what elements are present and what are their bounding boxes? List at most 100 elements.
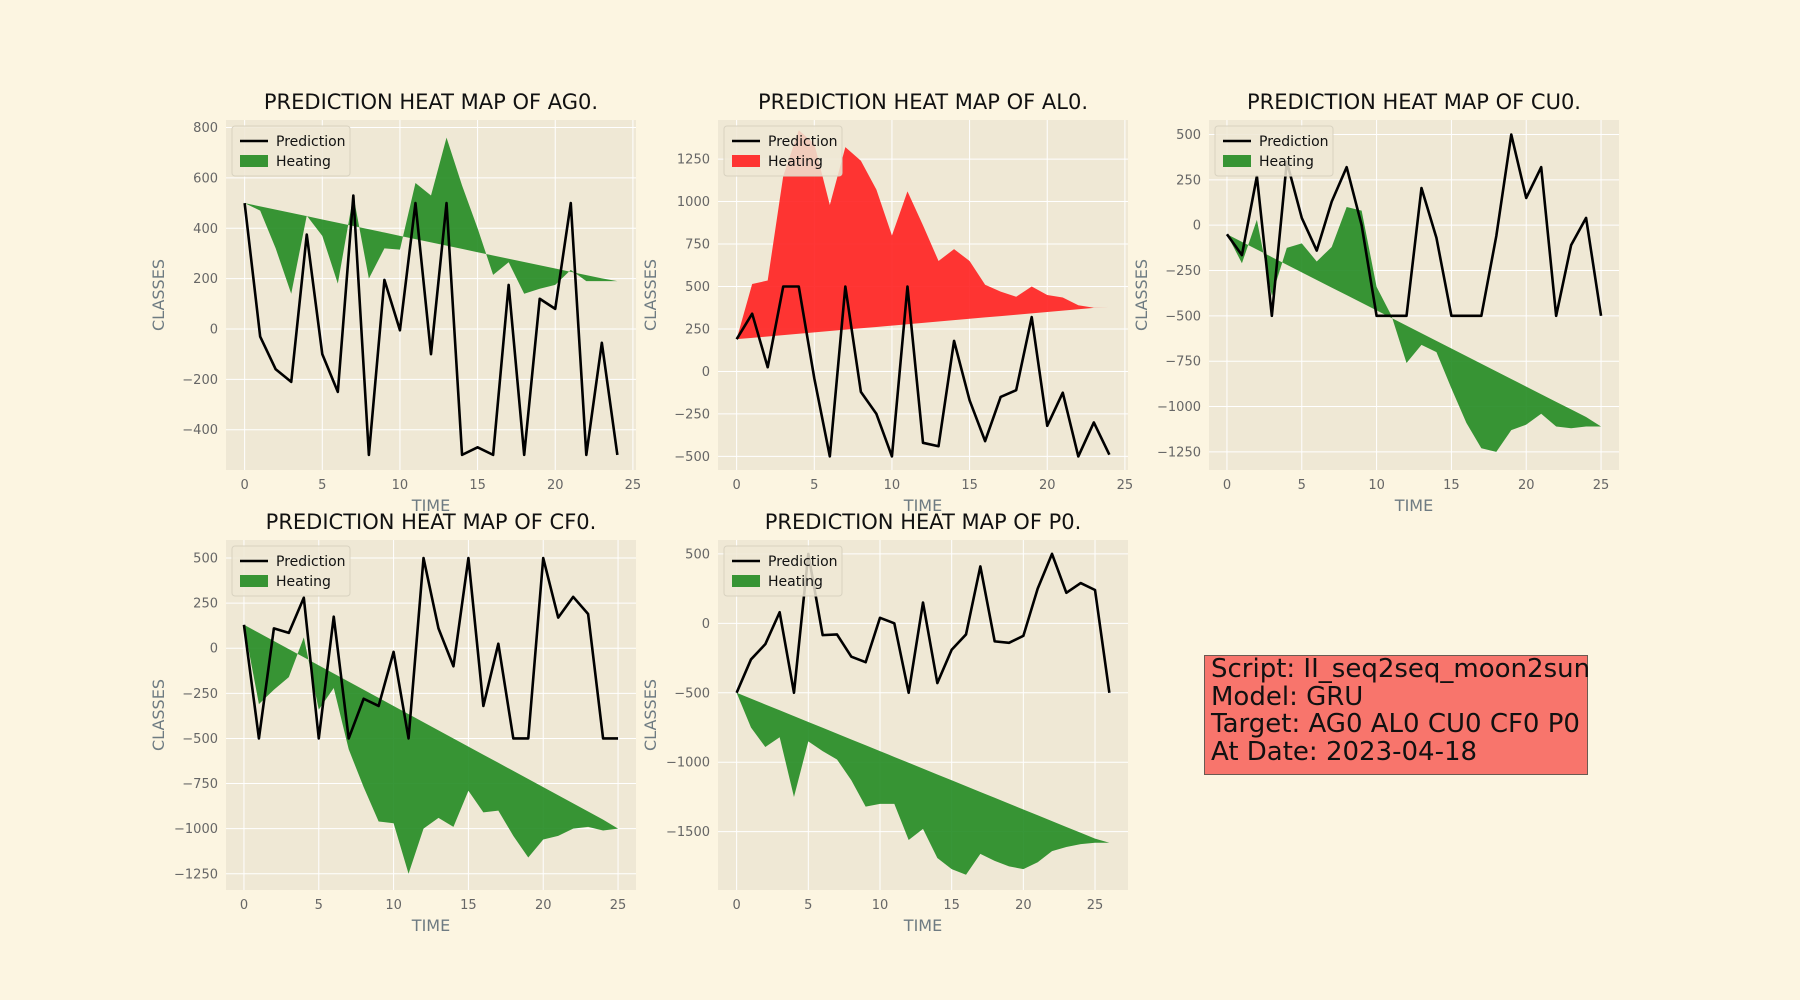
y-tick-label: −250 xyxy=(674,407,710,422)
x-tick-label: 10 xyxy=(392,478,409,493)
x-axis-label: TIME xyxy=(411,916,450,935)
heating-area xyxy=(1226,207,1602,452)
x-tick-label: 15 xyxy=(961,478,978,493)
chart-title: PREDICTION HEAT MAP OF CF0. xyxy=(266,510,597,534)
y-tick-label: −1000 xyxy=(174,822,218,837)
y-tick-label: −250 xyxy=(1165,264,1201,279)
x-tick-label: 25 xyxy=(1087,898,1104,913)
y-tick-label: 400 xyxy=(193,222,218,237)
y-tick-label: −250 xyxy=(182,687,218,702)
y-tick-label: −500 xyxy=(674,450,710,465)
chart-title: PREDICTION HEAT MAP OF CU0. xyxy=(1247,90,1581,114)
x-tick-label: 5 xyxy=(315,898,323,913)
x-tick-label: 10 xyxy=(1368,478,1385,493)
y-tick-label: 500 xyxy=(685,280,710,295)
y-tick-label: −1000 xyxy=(666,756,710,771)
y-tick-label: 500 xyxy=(685,547,710,562)
x-tick-label: 15 xyxy=(943,898,960,913)
y-tick-label: 250 xyxy=(193,597,218,612)
x-tick-label: 20 xyxy=(547,478,564,493)
chart-title: PREDICTION HEAT MAP OF AG0. xyxy=(264,90,598,114)
info-target: Target: AG0 AL0 CU0 CF0 P0 xyxy=(1211,709,1580,739)
legend-prediction-label: Prediction xyxy=(276,134,346,150)
x-tick-label: 10 xyxy=(385,898,402,913)
legend-heating-swatch xyxy=(732,155,760,167)
chart-2: 0 5 10 15 20 25 −500 −250 0 250 500 750 1000 1250 PRED… xyxy=(641,90,1133,515)
x-tick-label: 0 xyxy=(732,898,740,913)
heating-area xyxy=(736,130,1110,340)
chart-title: PREDICTION HEAT MAP OF AL0. xyxy=(758,90,1088,114)
legend-heating-label: Heating xyxy=(768,574,823,590)
legend-heating-label: Heating xyxy=(768,154,823,170)
legend-heating-swatch xyxy=(240,155,268,167)
y-tick-label: 500 xyxy=(193,552,218,567)
info-model: Model: GRU xyxy=(1211,681,1364,712)
legend-prediction-label: Prediction xyxy=(768,554,838,570)
x-tick-label: 10 xyxy=(884,478,901,493)
x-tick-label: 0 xyxy=(732,478,740,493)
chart-1: 0 5 10 15 20 25 −400 −200 0 200 400 600 800 PREDICTIO… xyxy=(149,90,641,515)
x-tick-label: 15 xyxy=(469,478,486,493)
y-tick-label: 250 xyxy=(685,322,710,337)
x-tick-label: 25 xyxy=(610,898,627,913)
y-axis-label: CLASSES xyxy=(1132,259,1151,331)
info-date: At Date: 2023-04-18 xyxy=(1211,736,1478,767)
prediction-line xyxy=(242,556,619,740)
y-tick-label: 200 xyxy=(193,272,218,287)
y-tick-label: 600 xyxy=(193,171,218,186)
y-tick-label: −1250 xyxy=(174,867,218,882)
y-tick-label: −1500 xyxy=(666,825,710,840)
y-tick-label: −1000 xyxy=(1157,400,1201,415)
legend-prediction-label: Prediction xyxy=(276,554,346,570)
heating-area xyxy=(244,137,618,294)
y-tick-label: 500 xyxy=(1176,128,1201,143)
legend-heating-swatch xyxy=(240,575,268,587)
legend-heating-label: Heating xyxy=(1259,154,1314,170)
y-tick-label: 750 xyxy=(685,238,710,253)
x-tick-label: 15 xyxy=(460,898,477,913)
y-axis-label: CLASSES xyxy=(641,259,660,331)
x-tick-label: 10 xyxy=(872,898,889,913)
x-tick-label: 5 xyxy=(810,478,818,493)
chart-5: 0 5 10 15 20 25 −1500 −1000 −500 0 500 PREDICTION H… xyxy=(641,510,1128,935)
info-script: Script: II_seq2seq_moon2sun xyxy=(1211,654,1591,684)
y-tick-label: −1250 xyxy=(1157,445,1201,460)
chart-3: 0 5 10 15 20 25 −1250 −1000 −750 −500 −250 0 250 500 P… xyxy=(1132,90,1619,515)
y-tick-label: 0 xyxy=(702,365,710,380)
y-tick-label: 1250 xyxy=(677,153,710,168)
x-tick-label: 5 xyxy=(1298,478,1306,493)
legend-heating-swatch xyxy=(732,575,760,587)
x-tick-label: 0 xyxy=(240,898,248,913)
y-tick-label: −750 xyxy=(1165,355,1201,370)
prediction-line xyxy=(735,285,1111,458)
y-tick-label: 0 xyxy=(210,642,218,657)
y-tick-label: 1000 xyxy=(677,195,710,210)
legend-prediction-label: Prediction xyxy=(1259,134,1329,150)
x-axis-label: TIME xyxy=(411,496,450,515)
x-tick-label: 20 xyxy=(1039,478,1056,493)
y-axis-label: CLASSES xyxy=(149,259,168,331)
x-axis-label: TIME xyxy=(1394,496,1433,515)
x-tick-label: 25 xyxy=(625,478,642,493)
heating-area xyxy=(243,624,619,874)
x-tick-label: 20 xyxy=(1015,898,1032,913)
legend-heating-label: Heating xyxy=(276,574,331,590)
info-box: Script: II_seq2seq_moon2sun Model: GRU T… xyxy=(1204,654,1591,775)
x-tick-label: 5 xyxy=(804,898,812,913)
heating-area xyxy=(736,692,1110,875)
y-tick-label: −200 xyxy=(182,373,218,388)
y-tick-label: −750 xyxy=(182,777,218,792)
chart-4: 0 5 10 15 20 25 −1250 −1000 −750 −500 −250 0 250 500 P… xyxy=(149,510,636,935)
y-tick-label: 0 xyxy=(1193,219,1201,234)
x-axis-label: TIME xyxy=(903,496,942,515)
prediction-line xyxy=(735,552,1111,695)
y-tick-label: 0 xyxy=(210,322,218,337)
x-axis-label: TIME xyxy=(903,916,942,935)
legend-prediction-label: Prediction xyxy=(768,134,838,150)
chart-title: PREDICTION HEAT MAP OF P0. xyxy=(765,510,1082,534)
y-tick-label: 0 xyxy=(702,617,710,632)
x-tick-label: 20 xyxy=(535,898,552,913)
x-tick-label: 15 xyxy=(1443,478,1460,493)
x-tick-label: 0 xyxy=(240,478,248,493)
